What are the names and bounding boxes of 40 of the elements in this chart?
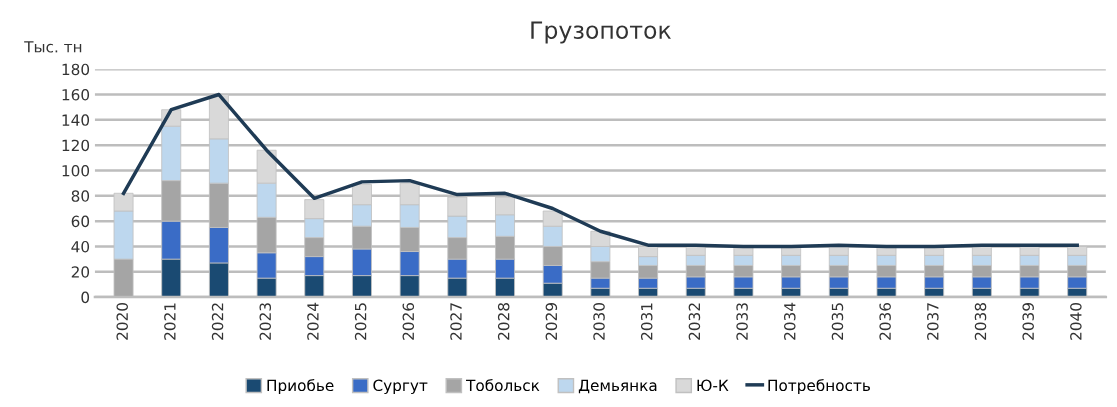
y-tick-label: 180: [62, 63, 90, 76]
y-tick-label: 60: [71, 215, 90, 228]
legend-label: Ю-К: [697, 379, 729, 392]
x-tick-label: 2033: [736, 303, 748, 340]
y-tick-label: 40: [71, 240, 90, 253]
x-tick-label: 2026: [402, 302, 415, 340]
legend-label: Демьянка: [578, 379, 657, 394]
line-series: [121, 92, 1079, 249]
x-tick-label: 2021: [164, 303, 176, 340]
x-tick-label: 2037: [927, 303, 939, 340]
x-tick-label: 2028: [497, 303, 510, 340]
x-tick-label: 2029: [545, 303, 558, 340]
y-axis-title: Тыс. тн: [24, 41, 82, 53]
x-tick-label: 2040: [1070, 302, 1082, 340]
x-tick-label: 2032: [688, 303, 701, 340]
chart-title: Грузопоток: [531, 21, 671, 44]
legend-label: Сургут: [373, 379, 428, 395]
x-tick-label: 2024: [307, 302, 319, 340]
x-tick-label: 2031: [640, 303, 653, 340]
y-tick-label: 20: [71, 266, 90, 278]
x-tick-label: 2039: [1022, 303, 1034, 340]
y-tick-label: 100: [62, 164, 90, 177]
x-tick-label: 2036: [879, 302, 891, 340]
x-tick-label: 2020: [116, 302, 128, 340]
legend-label: Тобольск: [466, 379, 540, 392]
x-tick-label: 2027: [450, 303, 462, 340]
legend-label: Приобье: [267, 379, 334, 395]
y-tick-label: 0: [81, 291, 90, 304]
y-tick-label: 120: [62, 139, 90, 152]
x-tick-label: 2025: [354, 303, 367, 340]
x-tick-label: 2034: [784, 302, 796, 340]
x-tick-label: 2023: [259, 303, 272, 340]
y-tick-label: 80: [71, 190, 90, 202]
x-tick-label: 2022: [211, 303, 224, 340]
x-tick-label: 2038: [974, 303, 987, 340]
y-tick-label: 140: [62, 114, 90, 126]
y-tick-label: 160: [62, 88, 90, 101]
x-tick-label: 2030: [593, 302, 605, 340]
x-tick-label: 2035: [831, 303, 844, 340]
legend-label: Потребность: [768, 379, 870, 395]
